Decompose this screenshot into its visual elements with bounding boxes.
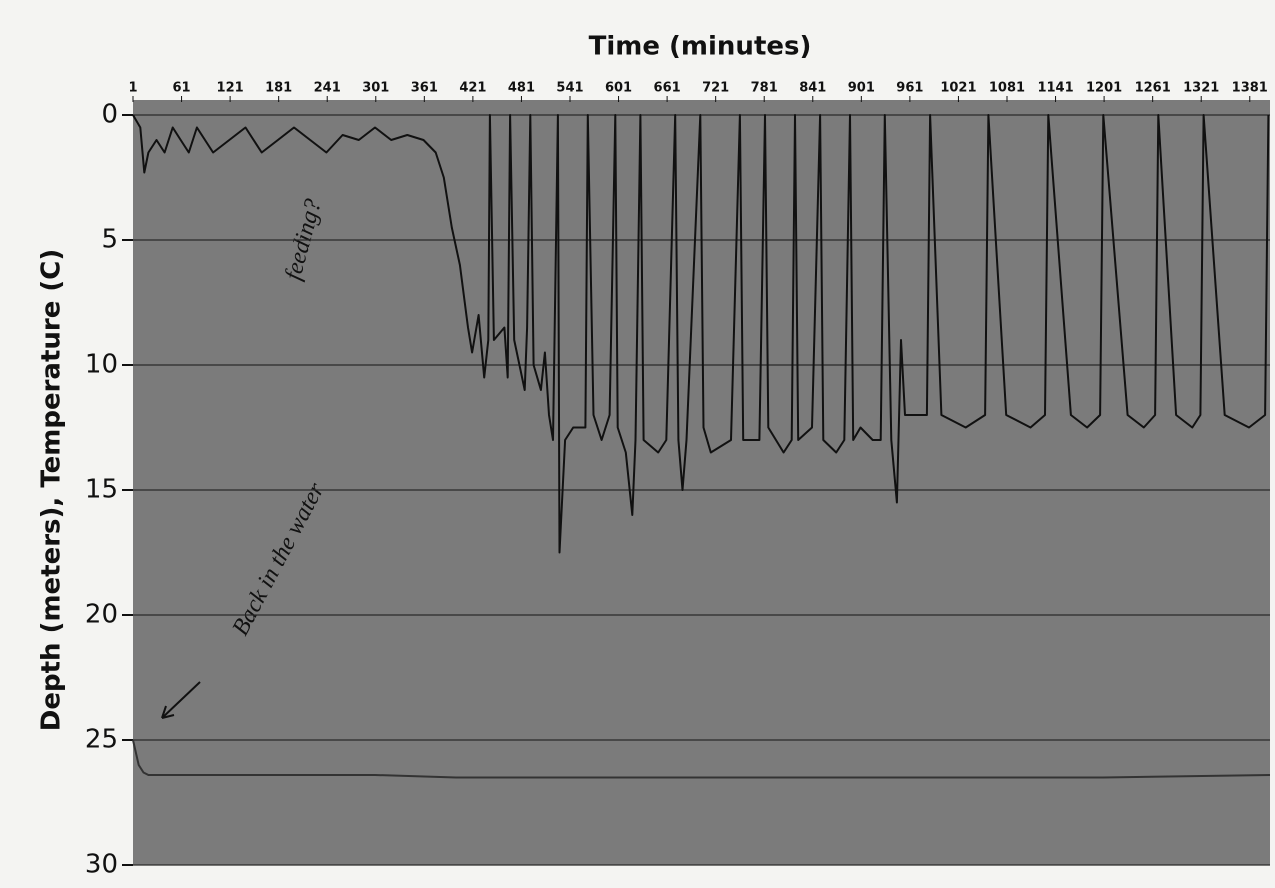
y-tick-label: 0 <box>101 100 118 130</box>
x-tick-label: 541 <box>556 81 583 96</box>
x-tick-label: 1021 <box>940 81 976 96</box>
x-tick-label: 181 <box>265 81 292 96</box>
y-tick-label: 5 <box>101 225 118 255</box>
annotation-arrow-head <box>161 705 175 719</box>
chart-title: Time (minutes) <box>589 32 812 62</box>
x-tick-label: 1141 <box>1037 81 1073 96</box>
x-tick-label: 601 <box>605 81 632 96</box>
y-tick-label: 15 <box>85 475 118 505</box>
annotation-arrow <box>161 681 201 719</box>
x-tick-label: 121 <box>217 81 244 96</box>
y-axis-label: Depth (meters), Temperature (C) <box>37 249 67 732</box>
x-tick-label: 721 <box>702 81 729 96</box>
data-line <box>132 114 1270 554</box>
y-tick-label: 25 <box>85 725 118 755</box>
x-tick-label: 781 <box>751 81 778 96</box>
x-tick-label: 421 <box>459 81 486 96</box>
x-tick-label: 1201 <box>1086 81 1122 96</box>
x-tick-label: 1 <box>128 81 137 96</box>
data-line <box>132 739 1271 779</box>
x-tick-label: 1321 <box>1183 81 1219 96</box>
x-tick-label: 361 <box>411 81 438 96</box>
x-tick-label: 481 <box>508 81 535 96</box>
x-tick-label: 661 <box>654 81 681 96</box>
x-tick-label: 61 <box>173 81 191 96</box>
x-tick-label: 241 <box>314 81 341 96</box>
x-tick-label: 901 <box>848 81 875 96</box>
x-tick-label: 1081 <box>989 81 1025 96</box>
x-tick-label: 841 <box>799 81 826 96</box>
y-tick-label: 30 <box>85 850 118 880</box>
x-tick-label: 301 <box>362 81 389 96</box>
x-tick-label: 1381 <box>1232 81 1268 96</box>
x-tick-label: 1261 <box>1135 81 1171 96</box>
y-tick-label: 20 <box>85 600 118 630</box>
y-tick-label: 10 <box>85 350 118 380</box>
x-tick-label: 961 <box>896 81 923 96</box>
